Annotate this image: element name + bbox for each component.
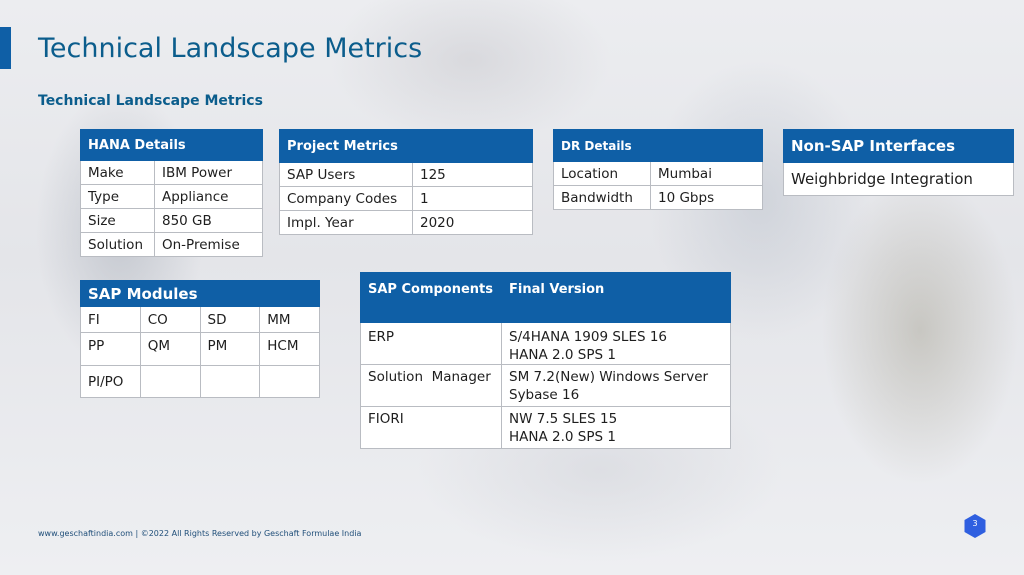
- table-row: ERP S/4HANA 1909 SLES 16 HANA 2.0 SPS 1: [360, 322, 731, 365]
- module-cell: [199, 365, 261, 398]
- table-row: PI/PO: [80, 365, 320, 398]
- hexagon-icon: [964, 514, 986, 538]
- page-number: 3: [972, 519, 978, 528]
- project-label-cell: Impl. Year: [279, 210, 413, 235]
- hana-label-cell: Make: [80, 160, 155, 185]
- table-row: SAP Users 125: [279, 162, 533, 187]
- table-row: Type Appliance: [80, 184, 263, 209]
- component-name-cell: ERP: [360, 322, 502, 365]
- module-cell: QM: [139, 332, 201, 366]
- module-cell: CO: [139, 306, 201, 333]
- hana-details-table: HANA Details Make IBM Power Type Applian…: [80, 129, 263, 257]
- component-name-cell: FIORI: [360, 406, 502, 449]
- dr-details-table: DR Details Location Mumbai Bandwidth 10 …: [553, 129, 763, 210]
- table-row: FI CO SD MM: [80, 306, 320, 333]
- interface-cell: Weighbridge Integration: [783, 162, 1014, 196]
- component-version-cell: S/4HANA 1909 SLES 16 HANA 2.0 SPS 1: [501, 322, 731, 365]
- dr-label-cell: Bandwidth: [553, 185, 651, 210]
- table-row: Weighbridge Integration: [783, 162, 1014, 196]
- project-label-cell: Company Codes: [279, 186, 413, 211]
- module-cell: [259, 365, 320, 398]
- dr-label-cell: Location: [553, 161, 651, 186]
- version-line: HANA 2.0 SPS 1: [509, 347, 616, 363]
- hana-label-cell: Type: [80, 184, 155, 209]
- table-row: Impl. Year 2020: [279, 210, 533, 235]
- module-cell: MM: [259, 306, 320, 333]
- table-row: Bandwidth 10 Gbps: [553, 185, 763, 210]
- page-title: Technical Landscape Metrics: [38, 33, 423, 64]
- version-line: Sybase 16: [509, 386, 580, 403]
- dr-value-cell: Mumbai: [650, 161, 763, 186]
- table-row: Solution Manager SM 7.2(New) Windows Ser…: [360, 364, 731, 407]
- hana-details-header: HANA Details: [80, 129, 263, 161]
- table-row: Company Codes 1: [279, 186, 533, 211]
- module-cell: PI/PO: [80, 365, 141, 398]
- table-row: Solution On-Premise: [80, 232, 263, 257]
- project-metrics-table: Project Metrics SAP Users 125 Company Co…: [279, 129, 533, 235]
- project-value-cell: 2020: [412, 210, 533, 235]
- component-name-cell: Solution Manager: [360, 364, 502, 407]
- module-cell: PP: [80, 332, 141, 366]
- module-cell: SD: [199, 306, 261, 333]
- hana-value-cell: 850 GB: [154, 208, 263, 233]
- table-row: Location Mumbai: [553, 161, 763, 186]
- components-column-header: SAP Components: [360, 272, 502, 323]
- module-cell: [139, 365, 201, 398]
- footer-copyright: www.geschaftindia.com | ©2022 All Rights…: [38, 529, 362, 538]
- component-version-cell: NW 7.5 SLES 15 HANA 2.0 SPS 1: [501, 406, 731, 449]
- version-line: HANA 2.0 SPS 1: [509, 428, 616, 445]
- version-line: SM 7.2(New) Windows Server: [509, 368, 709, 385]
- component-version-cell: SM 7.2(New) Windows Server Sybase 16: [501, 364, 731, 407]
- hana-label-cell: Solution: [80, 232, 155, 257]
- table-row: FIORI NW 7.5 SLES 15 HANA 2.0 SPS 1: [360, 406, 731, 449]
- non-sap-interfaces-header: Non-SAP Interfaces: [783, 129, 1014, 163]
- sap-modules-header: SAP Modules: [80, 280, 320, 307]
- version-column-header: Final Version: [501, 272, 731, 323]
- project-metrics-header: Project Metrics: [279, 129, 533, 163]
- page-number-badge: 3: [964, 514, 986, 538]
- project-value-cell: 125: [412, 162, 533, 187]
- version-line: S/4HANA 1909 SLES 16: [509, 329, 668, 345]
- module-cell: FI: [80, 306, 141, 333]
- section-subtitle: Technical Landscape Metrics: [38, 93, 263, 109]
- module-cell: HCM: [259, 332, 320, 366]
- project-label-cell: SAP Users: [279, 162, 413, 187]
- hana-value-cell: On-Premise: [154, 232, 263, 257]
- sap-modules-table: SAP Modules FI CO SD MM PP QM PM HCM PI/…: [80, 280, 320, 398]
- dr-details-header: DR Details: [553, 129, 763, 162]
- hana-value-cell: Appliance: [154, 184, 263, 209]
- table-row: PP QM PM HCM: [80, 332, 320, 366]
- title-accent-bar: [0, 27, 11, 69]
- non-sap-interfaces-table: Non-SAP Interfaces Weighbridge Integrati…: [783, 129, 1014, 196]
- table-row: Size 850 GB: [80, 208, 263, 233]
- table-row: Make IBM Power: [80, 160, 263, 185]
- hana-value-cell: IBM Power: [154, 160, 263, 185]
- dr-value-cell: 10 Gbps: [650, 185, 763, 210]
- module-cell: PM: [199, 332, 261, 366]
- version-line: NW 7.5 SLES 15: [509, 410, 618, 427]
- project-value-cell: 1: [412, 186, 533, 211]
- hana-label-cell: Size: [80, 208, 155, 233]
- sap-components-table: SAP Components Final Version ERP S/4HANA…: [360, 272, 731, 449]
